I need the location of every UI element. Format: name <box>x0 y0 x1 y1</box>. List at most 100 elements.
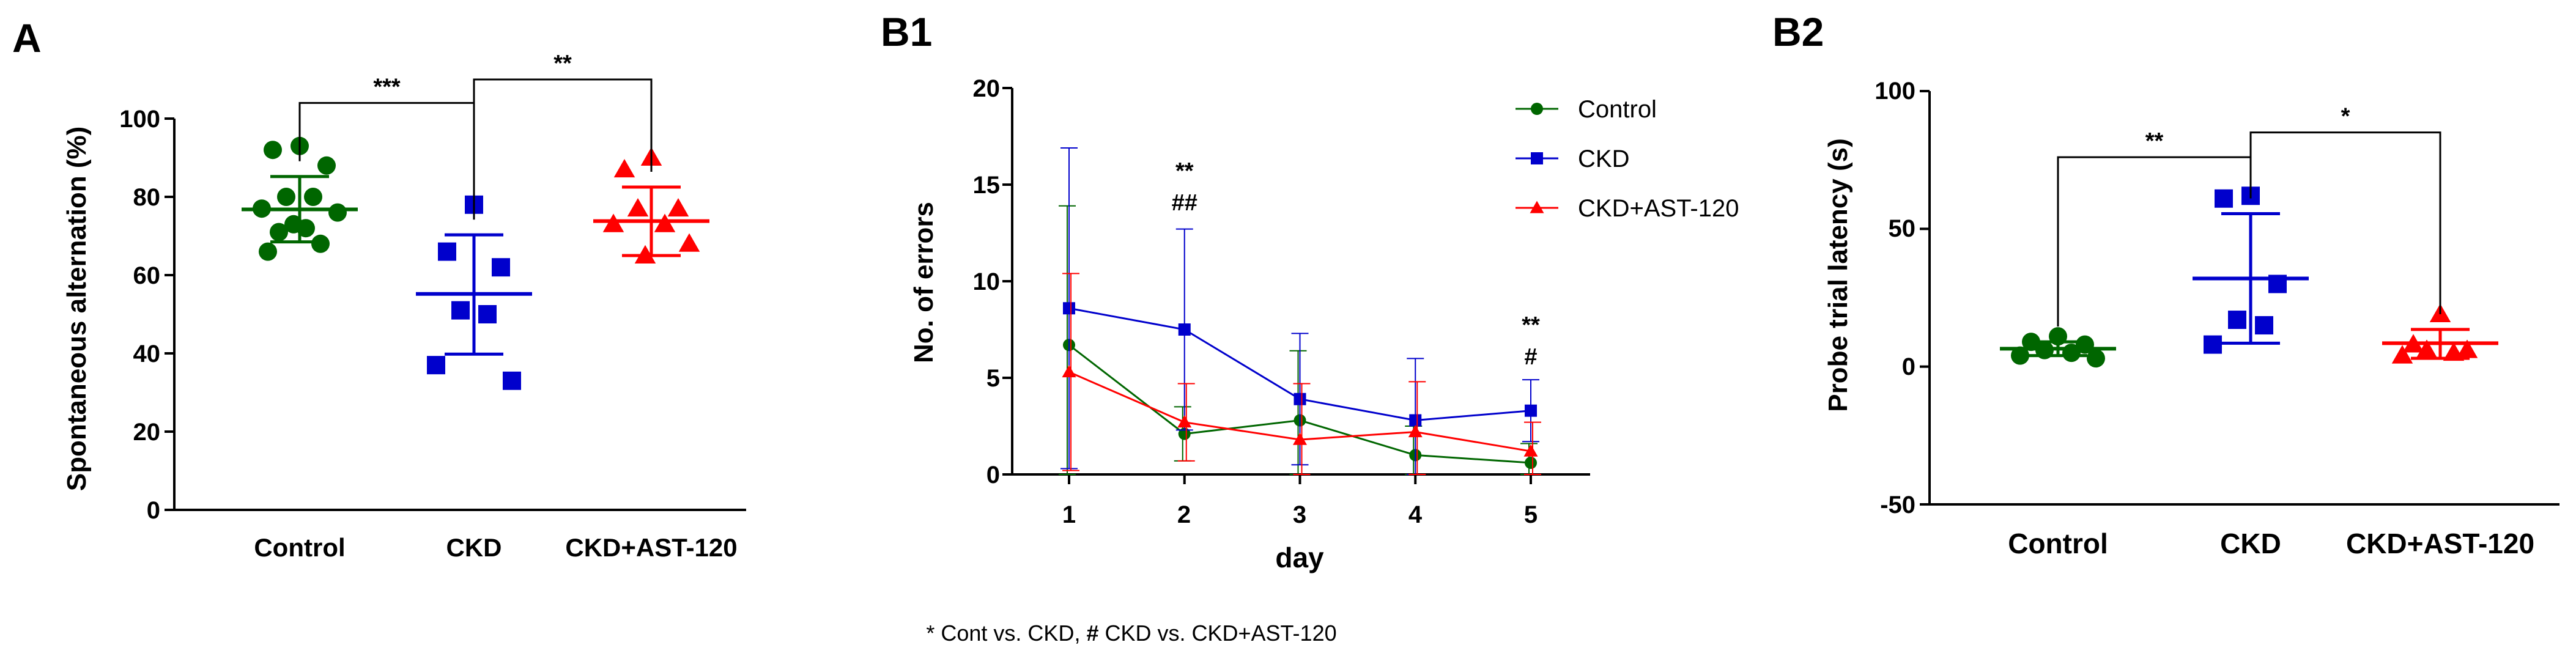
footnote-tail: CKD vs. CKD+AST-120 <box>1098 621 1336 646</box>
panel-a-ylabel: Spontaneous alternation (%) <box>62 127 92 491</box>
data-point <box>277 188 295 206</box>
data-point <box>2416 339 2438 358</box>
panel-b2-yticklabels: -50 0 50 100 <box>1875 78 1915 518</box>
legend-label-ckd: CKD <box>1578 146 1629 172</box>
data-point <box>2049 327 2067 346</box>
data-point <box>253 199 271 218</box>
data-point <box>654 213 676 232</box>
significance-label: * <box>2341 104 2350 130</box>
b2-ytick-label: 100 <box>1875 78 1915 105</box>
data-point <box>1063 302 1075 315</box>
panel-a: A Spontaneous alternation (%) 0 20 40 60… <box>12 15 746 562</box>
group-ckd-ast-120 <box>2382 303 2498 364</box>
bracket-line <box>2249 131 2441 314</box>
group-ckd <box>416 195 532 390</box>
b2-xtick-label: CKD+AST-120 <box>2346 528 2534 559</box>
series-ckd-ast-120 <box>1062 273 1541 475</box>
b2-xtick-label: CKD <box>2220 528 2281 559</box>
series-control <box>1059 205 1538 475</box>
panel-a-plot: ***** <box>165 51 746 511</box>
panel-b2: B2 Probe trial latency (s) -50 0 50 100 … <box>1772 9 2559 559</box>
data-point <box>478 305 497 323</box>
b2-ytick-label: 50 <box>1889 215 1916 242</box>
legend-label-ast: CKD+AST-120 <box>1578 195 1739 222</box>
b1-ytick-label: 0 <box>986 462 1000 488</box>
data-point <box>2268 275 2287 293</box>
legend-swatches <box>1516 103 1558 213</box>
panel-b2-plot: *** <box>1920 90 2559 506</box>
data-point <box>438 242 456 261</box>
significance-label: ** <box>553 51 572 76</box>
b1-xtick-label: 1 <box>1062 501 1076 528</box>
data-point <box>1293 432 1307 445</box>
footnote: * Cont vs. CKD, # CKD vs. CKD+AST-120 <box>926 621 1336 646</box>
data-point <box>602 213 624 232</box>
panel-b2-xticklabels: Control CKD CKD+AST-120 <box>2008 528 2534 559</box>
legend-marker <box>1531 152 1543 164</box>
significance-label: *** <box>373 74 401 100</box>
data-point <box>2022 333 2040 352</box>
data-point <box>1409 414 1422 427</box>
b1-ytick-label: 15 <box>973 172 1001 199</box>
data-point <box>503 371 521 390</box>
significance-label: ** <box>2145 128 2164 154</box>
significance-label: ** <box>1175 158 1194 184</box>
data-point <box>2035 341 2054 359</box>
data-point <box>1294 392 1306 405</box>
data-point <box>2204 335 2222 354</box>
panel-b1-ylabel: No. of errors <box>909 202 939 363</box>
group-ckd-ast-120 <box>593 147 709 264</box>
data-point <box>311 234 330 253</box>
data-point <box>2228 311 2246 330</box>
panel-b2-ylabel: Probe trial latency (s) <box>1823 138 1853 411</box>
data-point <box>1525 457 1537 470</box>
a-xtick-label: CKD+AST-120 <box>565 533 737 562</box>
footnote-lead: * Cont vs. CKD, <box>926 621 1086 646</box>
b2-ytick-label: -50 <box>1880 492 1915 518</box>
significance-label: ## <box>1172 190 1197 216</box>
group-control <box>2000 327 2116 368</box>
data-point <box>259 242 277 261</box>
panel-a-yticklabels: 0 20 40 60 80 100 <box>119 106 160 524</box>
a-ytick-label: 0 <box>147 497 160 524</box>
significance-bracket: *** <box>298 74 475 220</box>
data-point <box>678 233 700 252</box>
data-point <box>2255 316 2273 335</box>
b1-ytick-label: 20 <box>973 75 1001 102</box>
a-xtick-label: Control <box>254 533 345 562</box>
data-point <box>1525 404 1537 417</box>
b1-xtick-label: 3 <box>1293 501 1306 528</box>
series-ckd <box>1060 147 1539 475</box>
panel-b1: B1 No. of errors 0 5 10 15 20 1 2 3 4 5 … <box>881 9 1739 573</box>
panel-b1-plot: ** ## ** # <box>1002 87 1590 484</box>
data-point <box>2402 334 2424 353</box>
data-point <box>634 245 656 264</box>
data-point <box>2062 344 2081 363</box>
panel-b1-xticklabels: 1 2 3 4 5 <box>1062 501 1538 528</box>
legend-label-control: Control <box>1578 96 1657 123</box>
panel-b1-xlabel: day <box>1275 542 1324 573</box>
a-ytick-label: 40 <box>133 341 161 367</box>
data-point <box>1523 444 1538 457</box>
a-xtick-label: CKD <box>446 533 502 562</box>
significance-bracket: ** <box>2057 128 2252 327</box>
a-ytick-label: 100 <box>119 106 160 133</box>
data-point <box>1062 365 1076 378</box>
panel-b2-label: B2 <box>1772 9 1824 54</box>
group-ckd <box>2193 186 2309 354</box>
legend-marker <box>1531 103 1543 115</box>
data-point <box>1178 323 1191 336</box>
b2-ytick-label: 0 <box>1902 353 1915 380</box>
a-ytick-label: 80 <box>133 184 161 211</box>
significance-label: # <box>1524 344 1537 370</box>
panel-b1-legend: Control CKD CKD+AST-120 <box>1578 96 1739 222</box>
data-point <box>613 158 635 178</box>
significance-bracket: * <box>2249 104 2441 314</box>
a-ytick-label: 60 <box>133 262 161 289</box>
data-point <box>297 219 315 238</box>
legend-marker <box>1530 201 1544 213</box>
data-point <box>427 356 445 375</box>
b1-xtick-label: 2 <box>1177 501 1191 528</box>
data-point <box>627 197 649 217</box>
